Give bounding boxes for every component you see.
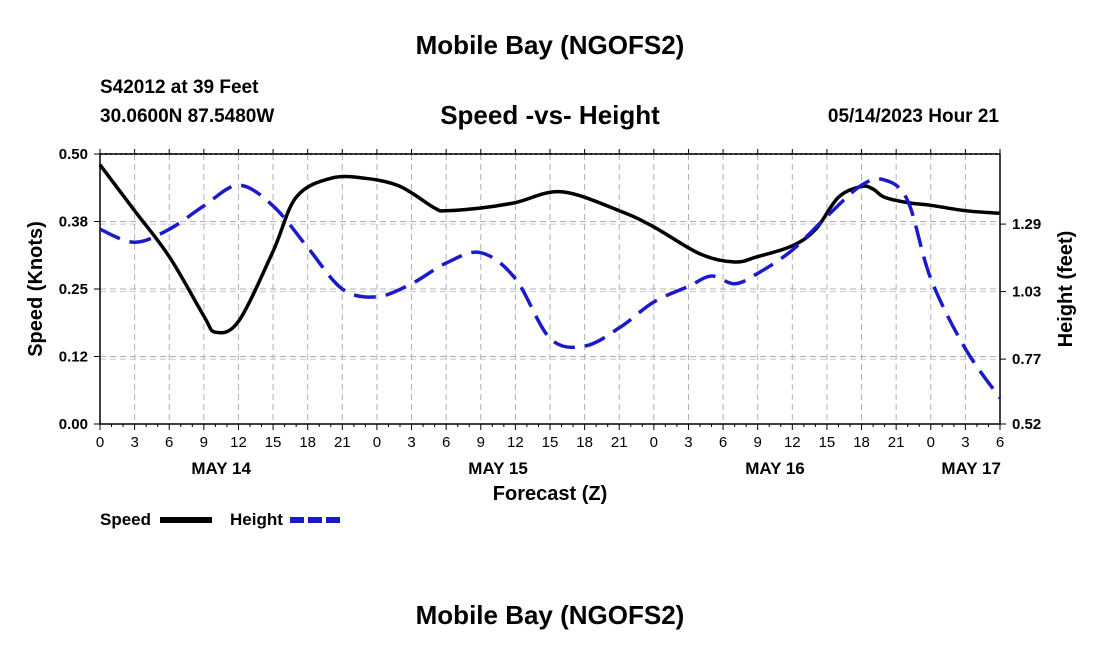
y2-tick-label: 1.29 — [1012, 216, 1041, 233]
y2-tick-label: 0.77 — [1012, 351, 1041, 368]
x-tick-label: 18 — [853, 434, 870, 451]
x-tick-label: 12 — [784, 434, 801, 451]
x-tick-label: 0 — [927, 434, 935, 451]
legend: Speed Height — [100, 510, 342, 529]
y2-axis-title: Height (feet) — [1055, 231, 1077, 348]
series-lines — [98, 163, 1002, 400]
x-tick-label: 9 — [477, 434, 485, 451]
y-tick-label: 0.25 — [59, 281, 88, 298]
x-tick-label: 15 — [265, 434, 282, 451]
x-tick-label: 0 — [96, 434, 104, 451]
x-tick-label: 18 — [299, 434, 316, 451]
x-tick-label: 3 — [684, 434, 692, 451]
x-tick-label: 9 — [200, 434, 208, 451]
x-tick-label: 12 — [507, 434, 524, 451]
x-tick-label: 18 — [576, 434, 593, 451]
day-label: MAY 16 — [745, 459, 805, 478]
x-tick-label: 21 — [334, 434, 351, 451]
day-label: MAY 14 — [191, 459, 251, 478]
x-tick-label: 21 — [611, 434, 628, 451]
chart-subtitle: Speed -vs- Height — [440, 100, 660, 130]
x-tick-label: 6 — [165, 434, 173, 451]
station-coords: 30.0600N 87.5480W — [100, 106, 275, 127]
x-tick-label: 6 — [996, 434, 1004, 451]
grid-lines — [100, 153, 1000, 424]
footer-title: Mobile Bay (NGOFS2) — [415, 600, 685, 630]
x-tick-label: 0 — [373, 434, 381, 451]
legend-height-label: Height — [230, 510, 283, 529]
y-axis-title: Speed (Knots) — [25, 221, 47, 357]
station-label: S42012 at 39 Feet — [100, 77, 259, 98]
x-tick-label: 9 — [754, 434, 762, 451]
y-tick-label: 0.00 — [59, 416, 88, 433]
x-tick-label: 3 — [407, 434, 415, 451]
page-title: Mobile Bay (NGOFS2) — [415, 30, 685, 60]
day-label: MAY 15 — [468, 459, 528, 478]
x-tick-label: 0 — [650, 434, 658, 451]
x-tick-label: 6 — [719, 434, 727, 451]
y-tick-label: 0.38 — [59, 214, 88, 231]
x-axis-title: Forecast (Z) — [493, 483, 607, 505]
x-tick-label: 15 — [819, 434, 836, 451]
legend-speed-label: Speed — [100, 510, 151, 529]
axis-labels: Forecast (Z) Speed (Knots) Height (feet) — [25, 221, 1077, 505]
y-tick-label: 0.50 — [59, 146, 88, 163]
day-label: MAY 17 — [941, 459, 1001, 478]
x-tick-label: 15 — [542, 434, 559, 451]
x-tick-label: 21 — [888, 434, 905, 451]
y2-tick-label: 1.03 — [1012, 284, 1041, 301]
y-tick-label: 0.12 — [59, 349, 88, 366]
y2-tick-label: 0.52 — [1012, 416, 1041, 433]
axis-ticks: 0 3 6 9 12 15 18 21 0 3 6 9 12 15 18 21 0 3 6 9 12 15 18 21 0 3 60… — [59, 146, 1041, 478]
speed-series-line — [98, 163, 1001, 335]
x-tick-label: 6 — [442, 434, 450, 451]
x-tick-label: 3 — [130, 434, 138, 451]
forecast-datetime: 05/14/2023 Hour 21 — [827, 106, 999, 127]
x-tick-label: 12 — [230, 434, 247, 451]
x-tick-label: 3 — [961, 434, 969, 451]
